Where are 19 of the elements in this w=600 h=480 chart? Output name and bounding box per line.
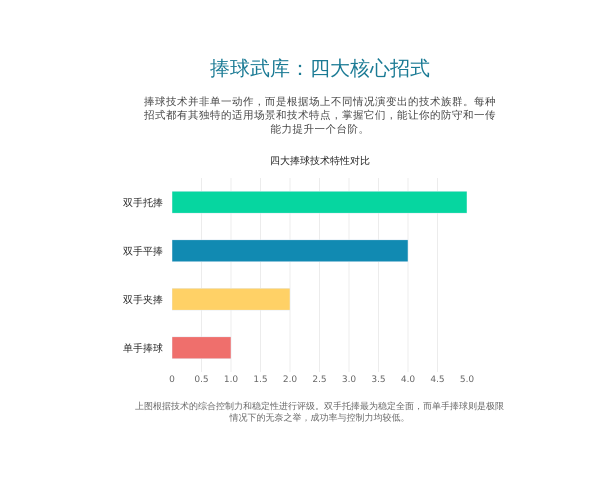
chart-subtitle: 捧球技术并非单一动作，而是根据场上不同情况演变出的技术族群。每种招式都有其独特的适用场景和技术特点，掌握它们，能让你的防守和一传能力提升一个台阶。 [143, 95, 496, 136]
x-tick-label: 1.0 [224, 375, 238, 385]
x-tick-label: 2.5 [312, 375, 327, 385]
x-tick-label: 5.0 [460, 375, 474, 385]
x-tick-label: 0.5 [194, 375, 209, 385]
text: 四大捧球技术特性对比 [270, 155, 370, 167]
x-tick-label: 0 [169, 375, 176, 385]
y-tick-label: 单手捧球 [123, 342, 163, 354]
y-tick-label: 双手夹捧 [123, 294, 163, 306]
y-tick-label: 双手平捧 [123, 245, 163, 258]
x-tick-label: 2.0 [282, 375, 298, 385]
x-tick-label: 3.0 [342, 375, 356, 385]
x-tick-label: 1.5 [253, 375, 268, 385]
x-tick-label: 4.0 [400, 375, 416, 385]
text: 上图根据技术的综合控制力和稳定性进行评级。双手托捧最为稳定全面，而单手捧球则是极限情况下的无奈之举，成功率与控制力均较低。 [135, 401, 504, 424]
y-tick-label: 双手托捧 [123, 196, 163, 209]
x-tick-label: 3.5 [371, 375, 386, 385]
chart-title: 捧球武库：四大核心招式 [210, 56, 430, 80]
x-tick-label: 4.5 [430, 375, 445, 385]
